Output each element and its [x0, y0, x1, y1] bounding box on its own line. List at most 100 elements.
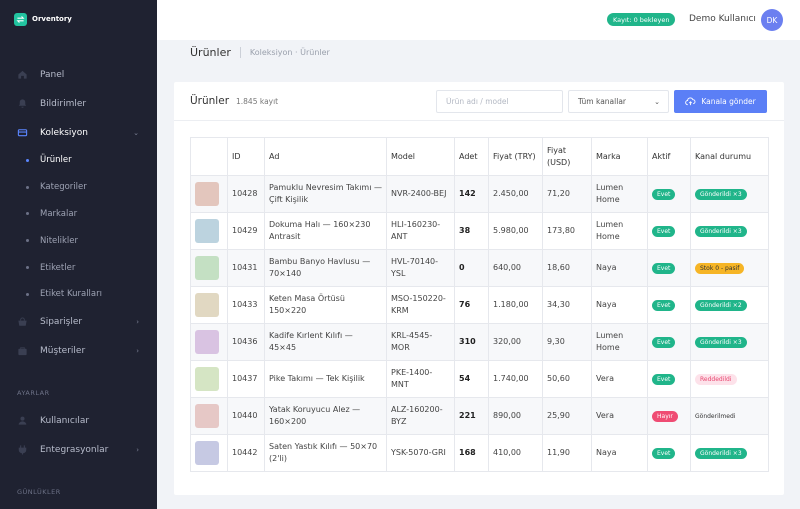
brand-cell: Naya — [591, 249, 648, 287]
page-title: Ürünler — [190, 46, 231, 59]
sidebar-item-label: Bildirimler — [40, 98, 87, 109]
active-badge: Evet — [652, 189, 676, 200]
price-usd-cell: 11,90 — [542, 434, 592, 472]
table-row[interactable]: 10429 Dokuma Halı — 160×230 Antrasit HLI-1… — [190, 212, 769, 250]
name-cell[interactable]: Kadife Kırlent Kılıfı — 45×45 — [264, 323, 387, 361]
product-thumbnail[interactable] — [195, 182, 219, 206]
table-row[interactable]: 10428 Pamuklu Nevresim Takımı — Çift Kişi… — [190, 175, 769, 213]
sidebar-item-integrations[interactable]: Entegrasyonlar › — [0, 435, 157, 464]
sidebar-subitem-products[interactable]: Ürünler — [0, 147, 157, 174]
products-card: Ürünler 1.845 kayıt Tüm kanallar ⌄ Kanal… — [174, 82, 784, 495]
product-thumbnail[interactable] — [195, 256, 219, 280]
model-cell: HLI-160230-ANT — [386, 212, 455, 250]
table-row[interactable]: 10436 Kadife Kırlent Kılıfı — 45×45 KRL-45… — [190, 323, 769, 361]
price-try-cell: 1.740,00 — [488, 360, 543, 398]
brand[interactable]: Orventory — [0, 0, 157, 38]
sidebar: Orventory Panel Bildirimler Koleksiyon ⌄… — [0, 0, 157, 509]
product-thumbnail[interactable] — [195, 367, 219, 391]
user-name[interactable]: Demo Kullanıcı — [689, 14, 756, 24]
section-label-logs: GÜNLÜKLER — [17, 488, 61, 496]
table-row[interactable]: 10437 Pike Takımı — Tek Kişilik PKE-1400-M… — [190, 360, 769, 398]
channel-cell: Gönderildi ×3 — [690, 212, 769, 250]
thumb-cell — [190, 397, 228, 435]
column-header-id[interactable]: ID — [227, 137, 265, 176]
sidebar-subitem-attributes[interactable]: Nitelikler — [0, 227, 157, 254]
sidebar-item-label: Panel — [40, 69, 65, 80]
column-header-channel-status[interactable]: Kanal durumu — [690, 137, 769, 176]
product-thumbnail[interactable] — [195, 441, 219, 465]
column-header-price-try[interactable]: Fiyat (TRY) — [488, 137, 543, 176]
qty-cell: 142 — [454, 175, 489, 213]
thumb-cell — [190, 434, 228, 472]
table-header-row: ID Ad Model Adet Fiyat (TRY) Fiyat (USD)… — [190, 137, 769, 176]
chevron-down-icon: ⌄ — [133, 128, 139, 137]
column-header-active[interactable]: Aktif — [647, 137, 691, 176]
column-header-qty[interactable]: Adet — [454, 137, 489, 176]
sidebar-item-users[interactable]: Kullanıcılar — [0, 406, 157, 435]
qty-cell: 76 — [454, 286, 489, 324]
channel-status-badge: Stok 0 - pasif — [695, 263, 745, 274]
name-cell[interactable]: Yatak Koruyucu Alez — 160×200 — [264, 397, 387, 435]
column-header-model[interactable]: Model — [386, 137, 455, 176]
sidebar-item-collection[interactable]: Koleksiyon ⌄ — [0, 118, 157, 147]
sidebar-item-notifications[interactable]: Bildirimler — [0, 89, 157, 118]
model-cell: ALZ-160200-BYZ — [386, 397, 455, 435]
sidebar-item-label: Müşteriler — [40, 346, 86, 357]
thumb-cell — [190, 175, 228, 213]
column-header-price-usd[interactable]: Fiyat (USD) — [542, 137, 592, 176]
qty-cell: 221 — [454, 397, 489, 435]
channel-cell: Gönderildi ×2 — [690, 286, 769, 324]
sidebar-item-label: Siparişler — [40, 317, 83, 328]
name-cell[interactable]: Pike Takımı — Tek Kişilik — [264, 360, 387, 398]
plug-icon — [16, 444, 28, 456]
brand-cell: Lumen Home — [591, 323, 648, 361]
brand-cell: Naya — [591, 434, 648, 472]
chevron-right-icon: › — [136, 347, 139, 356]
product-thumbnail[interactable] — [195, 330, 219, 354]
send-to-channel-button[interactable]: Kanala gönder — [674, 90, 767, 113]
channel-select[interactable]: Tüm kanallar ⌄ — [568, 90, 669, 113]
sidebar-subitem-tag-rules[interactable]: Etiket Kuralları — [0, 281, 157, 308]
bullet-icon — [26, 185, 29, 189]
box-icon — [16, 127, 28, 139]
name-cell[interactable]: Bambu Banyo Havlusu — 70×140 — [264, 249, 387, 287]
sidebar-subitem-categories[interactable]: Kategoriler — [0, 174, 157, 201]
brand-name: Orventory — [32, 15, 72, 23]
sidebar-subitem-label: Ürünler — [40, 155, 72, 166]
active-cell: Evet — [647, 360, 691, 398]
id-cell: 10431 — [227, 249, 265, 287]
channel-status-badge: Gönderildi ×3 — [695, 448, 747, 459]
name-cell[interactable]: Dokuma Halı — 160×230 Antrasit — [264, 212, 387, 250]
product-thumbnail[interactable] — [195, 404, 219, 428]
sidebar-subitem-brands[interactable]: Markalar — [0, 201, 157, 228]
sidebar-item-orders[interactable]: Siparişler › — [0, 308, 157, 337]
name-cell[interactable]: Keten Masa Örtüsü 150×220 — [264, 286, 387, 324]
sidebar-item-panel[interactable]: Panel — [0, 60, 157, 89]
send-button-label: Kanala gönder — [701, 97, 756, 106]
column-header-name[interactable]: Ad — [264, 137, 387, 176]
name-cell[interactable]: Pamuklu Nevresim Takımı — Çift Kişilik — [264, 175, 387, 213]
record-count: 1.845 kayıt — [236, 97, 279, 106]
table-row[interactable]: 10440 Yatak Koruyucu Alez — 160×200 ALZ-16… — [190, 397, 769, 435]
channel-status-badge: Gönderildi ×3 — [695, 337, 747, 348]
table-row[interactable]: 10433 Keten Masa Örtüsü 150×220 MSO-150220… — [190, 286, 769, 324]
sidebar-subitem-tags[interactable]: Etiketler — [0, 254, 157, 281]
table-row[interactable]: 10431 Bambu Banyo Havlusu — 70×140 HVL-701… — [190, 249, 769, 287]
active-cell: Hayır — [647, 397, 691, 435]
avatar[interactable]: DK — [761, 9, 783, 31]
active-badge: Evet — [652, 226, 676, 237]
active-badge: Evet — [652, 263, 676, 274]
search-input[interactable] — [436, 90, 563, 113]
model-cell: NVR-2400-BEJ — [386, 175, 455, 213]
price-usd-cell: 50,60 — [542, 360, 592, 398]
product-thumbnail[interactable] — [195, 219, 219, 243]
id-cell: 10440 — [227, 397, 265, 435]
product-thumbnail[interactable] — [195, 293, 219, 317]
name-cell[interactable]: Saten Yastık Kılıfı — 50×70 (2'li) — [264, 434, 387, 472]
column-header-brand[interactable]: Marka — [591, 137, 648, 176]
table-row[interactable]: 10442 Saten Yastık Kılıfı — 50×70 (2'li) Y… — [190, 434, 769, 472]
sidebar-item-customers[interactable]: Müşteriler › — [0, 337, 157, 366]
logo-icon — [14, 12, 27, 26]
channel-cell: Gönderildi ×3 — [690, 175, 769, 213]
id-cell: 10429 — [227, 212, 265, 250]
